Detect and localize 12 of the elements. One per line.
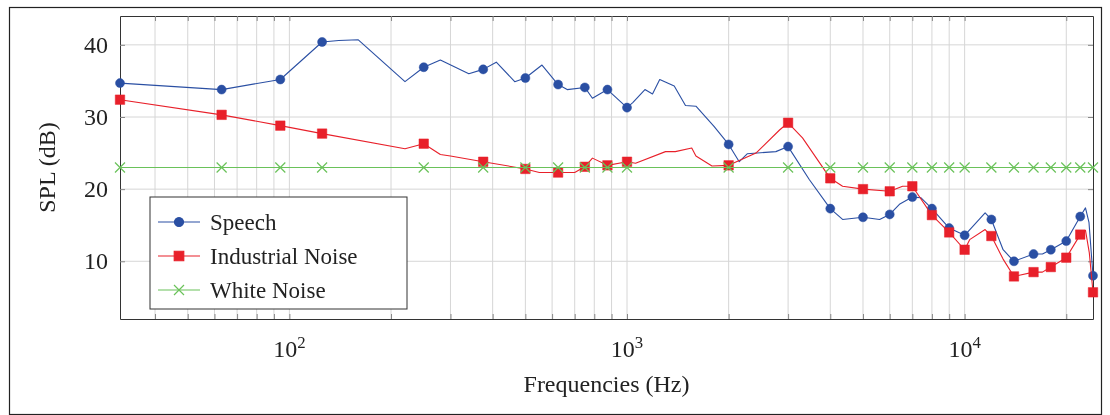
y-tick-label: 40	[84, 32, 108, 59]
x-tick-label: 10$^{2}$	[273, 332, 306, 362]
x-tick-label: 10$^{3}$	[610, 332, 644, 362]
y-tick-label: 10	[84, 248, 108, 275]
legend-label: Industrial Noise	[210, 244, 358, 269]
y-tick-label: 20	[84, 176, 108, 203]
legend-label: White Noise	[210, 278, 326, 303]
x-tick-label: 10$^{4}$	[948, 332, 982, 362]
legend-label: Speech	[210, 210, 277, 235]
y-axis-title: SPL (dB)	[34, 122, 60, 213]
y-tick-label: 30	[84, 104, 108, 131]
x-axis-title: Frequencies (Hz)	[523, 371, 690, 397]
